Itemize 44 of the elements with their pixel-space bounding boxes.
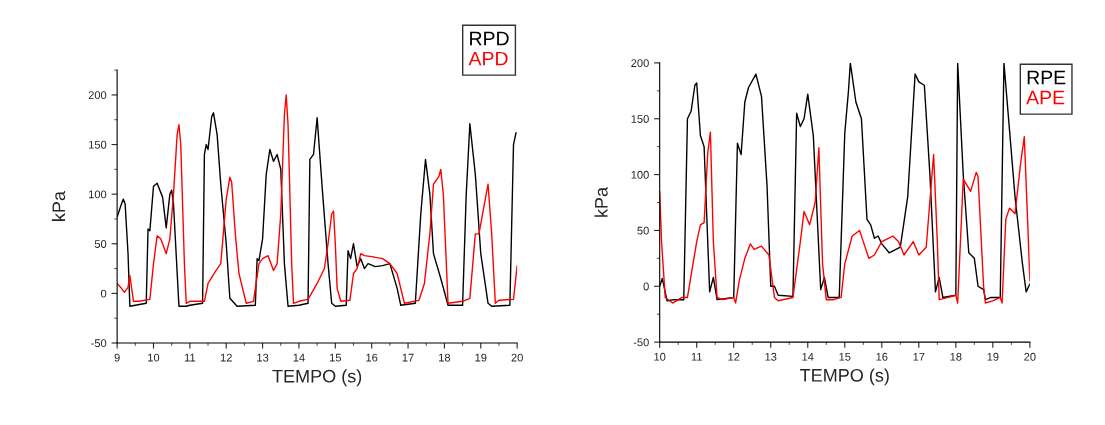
y-axis-title: kPa [594, 186, 608, 217]
y-tick-label: 150 [89, 140, 107, 149]
y-axis-title: kPa [51, 190, 66, 221]
x-tick-label: 19 [987, 352, 999, 361]
y-tick-label: 0 [643, 282, 649, 291]
x-tick-label: 15 [329, 353, 342, 362]
y-tick-label: -50 [91, 339, 107, 348]
x-tick-label: 16 [366, 353, 378, 362]
line-series [659, 131, 1030, 304]
x-tick-label: 17 [913, 352, 925, 361]
x-axis-title: TEMPO (s) [800, 368, 889, 386]
y-tick-label: 50 [94, 240, 107, 248]
text: APD [468, 51, 508, 66]
y-tick-label: 100 [89, 190, 107, 199]
series-label: RPE [1027, 70, 1066, 85]
y-tick-label: 200 [88, 91, 107, 100]
y-tick-label: -50 [633, 338, 649, 347]
x-tick-label: 11 [184, 353, 196, 362]
x-tick-label: 13 [257, 353, 269, 362]
x-tick-label: 17 [402, 353, 414, 362]
x-tick-label: 16 [876, 352, 888, 361]
x-tick-label: 13 [765, 352, 777, 361]
x-tick-label: 10 [148, 353, 160, 362]
x-tick-label: 10 [654, 352, 666, 361]
series-label: APE [1026, 90, 1065, 105]
x-tick-label: 20 [511, 353, 523, 362]
y-tick-label: 0 [100, 289, 107, 298]
x-tick-label: 11 [691, 352, 702, 361]
x-tick-label: 12 [220, 353, 232, 362]
x-tick-label: 14 [802, 352, 814, 361]
x-axis-title: TEMPO (s) [272, 369, 362, 387]
y-tick-label: 200 [631, 59, 649, 68]
x-tick-label: 14 [293, 353, 305, 362]
x-tick-label: 15 [839, 352, 851, 361]
x-tick-label: 18 [950, 352, 962, 361]
x-tick-label: 9 [114, 353, 120, 362]
y-tick-label: 50 [637, 226, 649, 235]
y-tick-label: 100 [631, 170, 649, 179]
x-tick-label: 20 [1024, 352, 1036, 361]
text: RPD [470, 31, 509, 46]
x-tick-label: 19 [475, 353, 487, 362]
x-tick-label: 12 [728, 352, 740, 361]
y-tick-label: 150 [631, 115, 649, 123]
x-tick-label: 18 [439, 353, 451, 362]
